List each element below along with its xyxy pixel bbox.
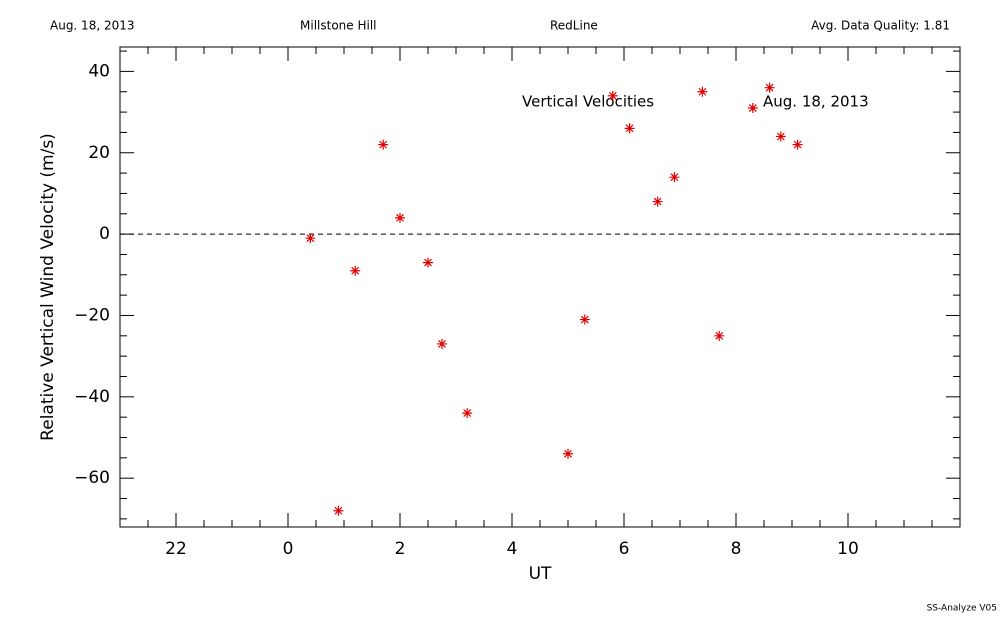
point [423,257,433,268]
y-tick-label: 40 [88,61,110,81]
x-tick-label: 10 [837,539,859,559]
point [579,314,590,325]
footer: SS-Analyze V05 [927,604,997,614]
point [350,265,361,276]
point [652,196,663,207]
point [462,408,473,419]
point [333,505,344,516]
header-date: Aug. 18, 2013 [50,19,135,33]
y-axis-label: Relative Vertical Wind Velocity (m/s) [38,133,58,441]
point [714,330,725,341]
point [437,338,447,349]
y-tick-label: 20 [88,143,110,163]
y-tick-label: −20 [74,305,110,325]
x-tick-label: 22 [165,539,187,559]
point [563,448,573,459]
x-tick-label: 6 [619,539,630,559]
x-tick-label: 0 [283,539,294,559]
point [305,233,316,244]
point [747,103,758,114]
point [697,86,708,97]
point [607,90,618,101]
point [764,82,775,93]
point [624,123,635,134]
point [775,131,786,142]
x-axis-label: UT [529,564,552,584]
point [378,139,389,150]
x-tick-label: 4 [507,539,518,559]
header-site: Millstone Hill [300,19,376,33]
y-tick-label: 0 [99,224,110,244]
point [669,172,680,183]
y-tick-label: −60 [74,468,110,488]
header-line: RedLine [550,19,598,33]
point [395,212,405,223]
annotation: Vertical Velocities [522,93,654,111]
x-tick-label: 8 [731,539,742,559]
x-tick-label: 2 [395,539,406,559]
header-quality: Avg. Data Quality: 1.81 [811,19,950,33]
point [792,139,803,150]
y-tick-label: −40 [74,387,110,407]
annotation: Aug. 18, 2013 [763,93,869,111]
